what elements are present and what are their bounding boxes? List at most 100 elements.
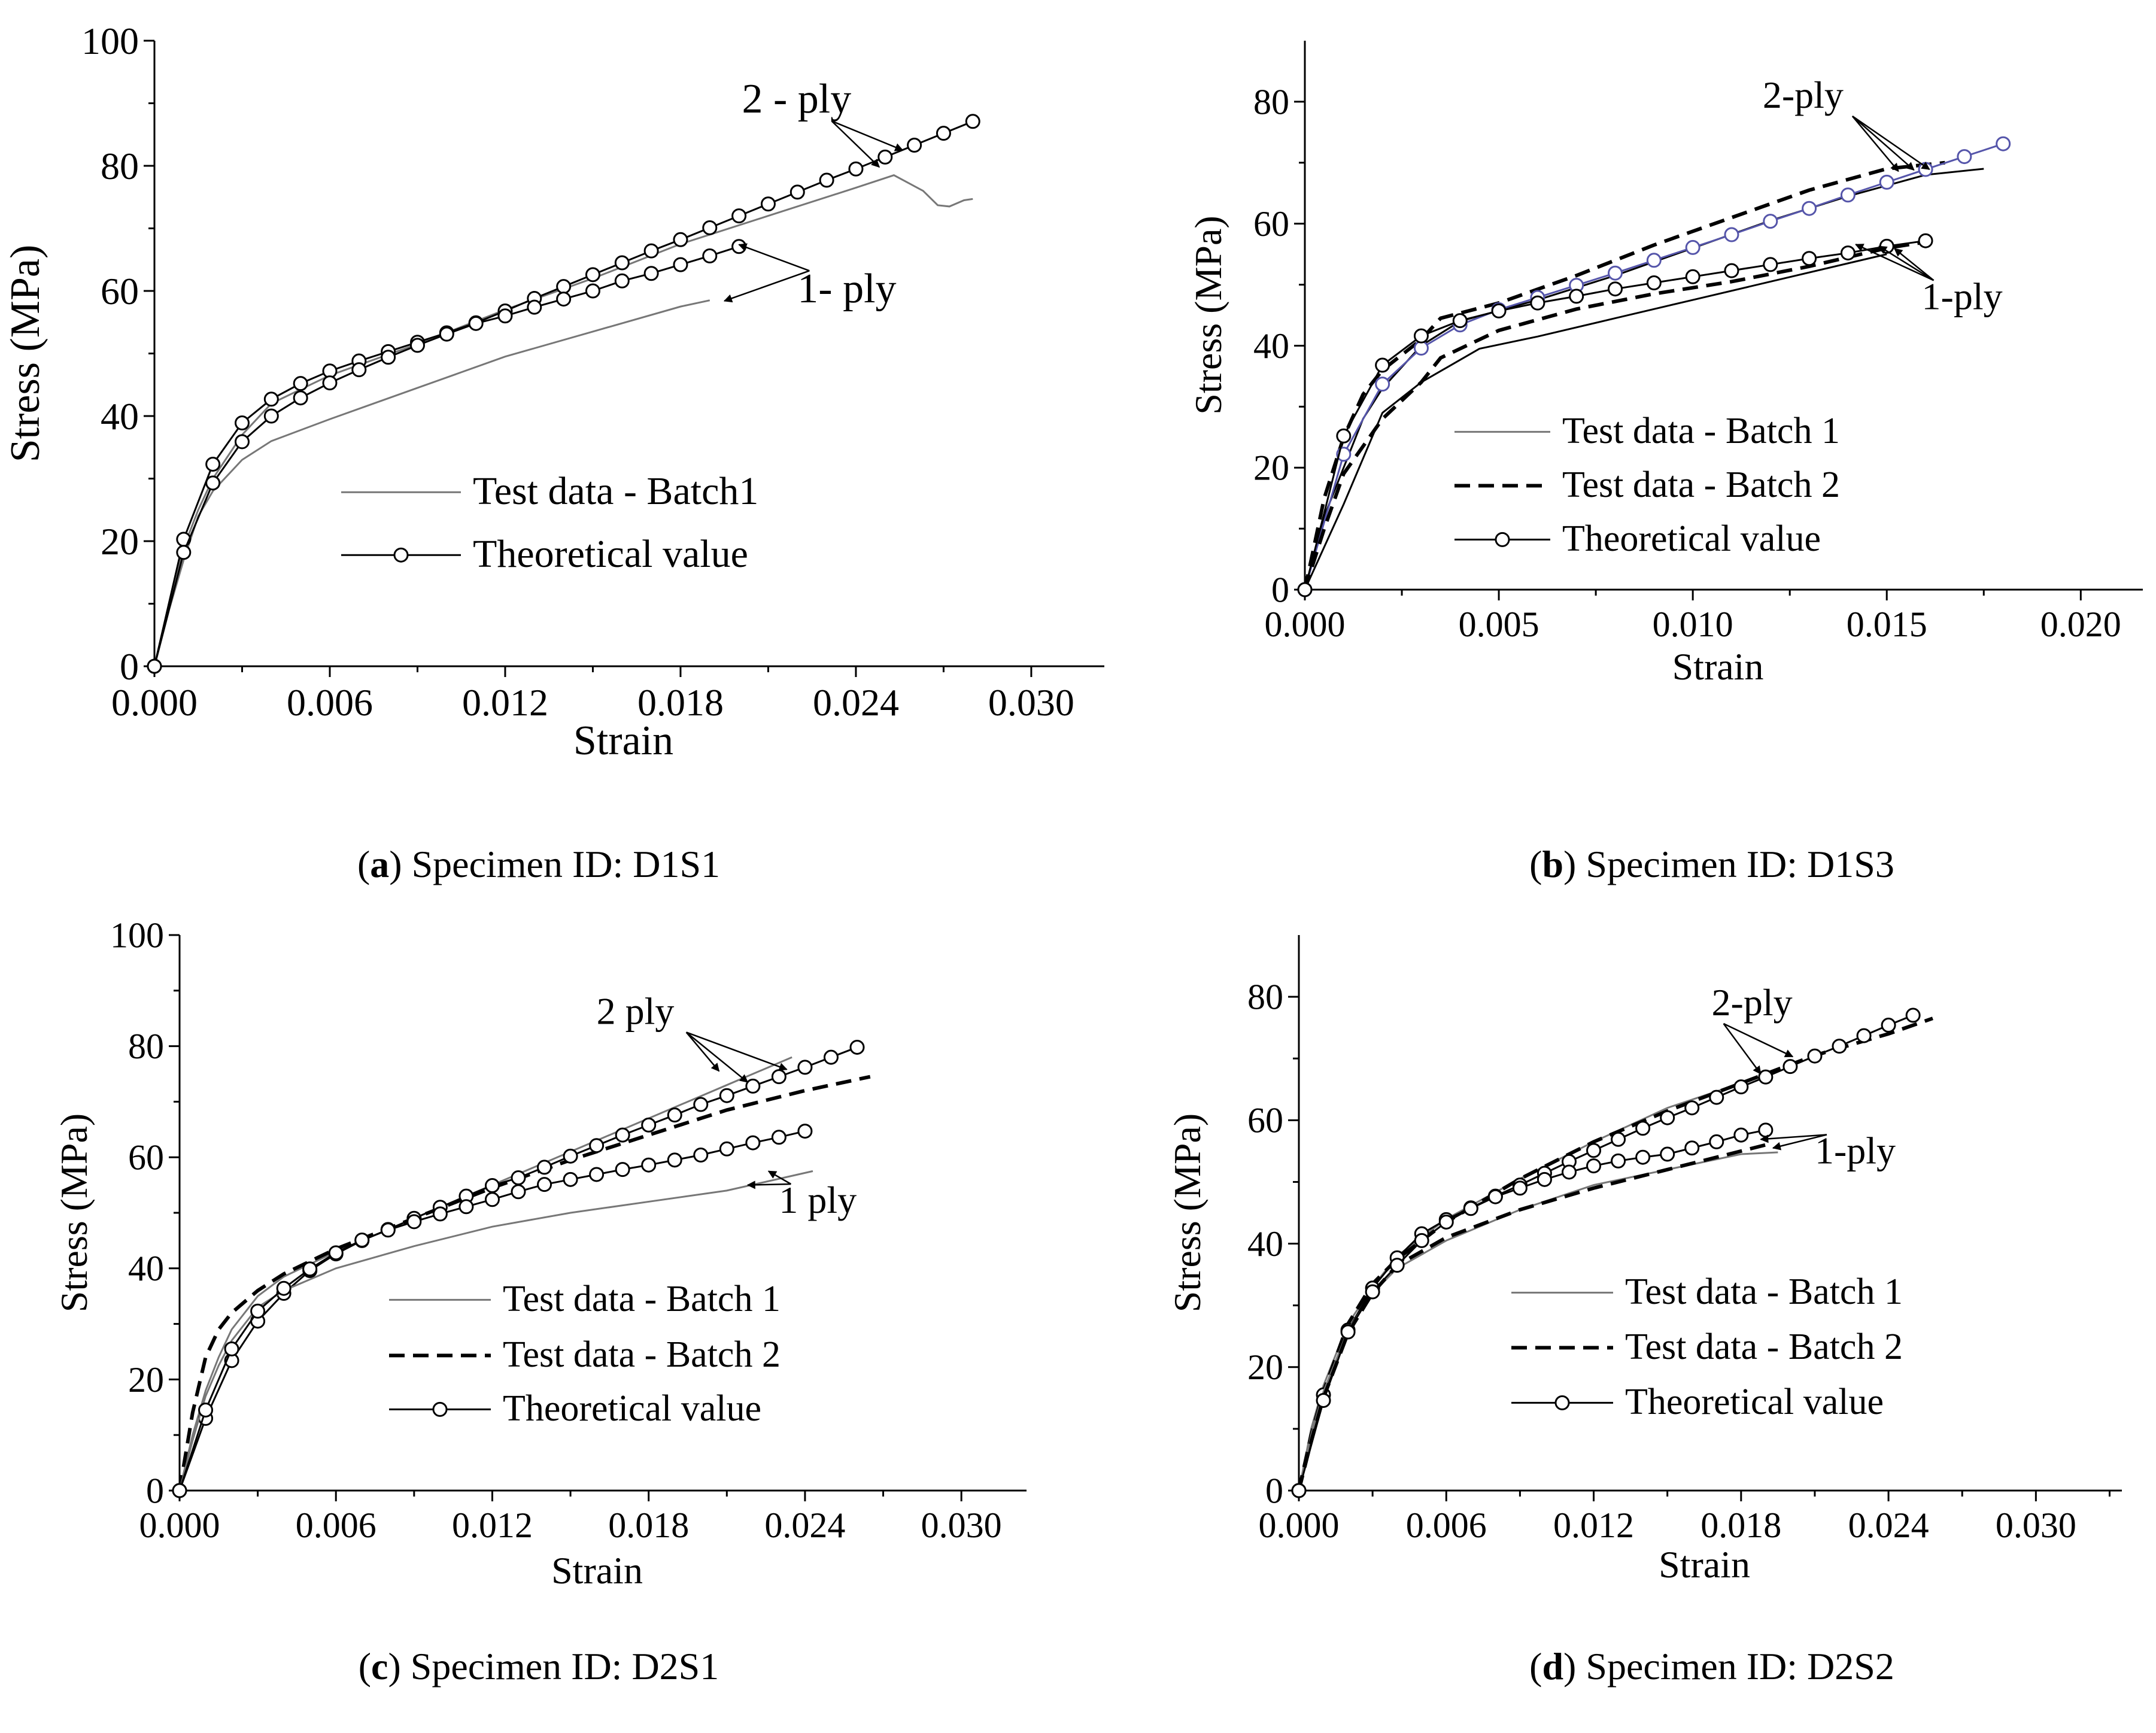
legend-marker (1495, 532, 1510, 547)
data-point (468, 315, 484, 331)
data-point (641, 1157, 657, 1173)
legend-label: Test data - Batch 1 (1562, 411, 1840, 451)
x-tick-label: 0.012 (452, 1506, 533, 1545)
data-point (797, 1124, 813, 1139)
y-tick-label: 0 (1265, 1471, 1283, 1510)
annotation-arrow (738, 243, 810, 272)
caption-open-paren: ( (1529, 1645, 1542, 1688)
annotation-arrow (767, 1170, 792, 1185)
caption-letter: d (1542, 1645, 1563, 1688)
data-point (702, 248, 718, 263)
data-point (1709, 1089, 1724, 1105)
series-line-4 (1297, 1143, 1766, 1491)
legend-marker (1554, 1395, 1570, 1410)
data-point (354, 1232, 370, 1248)
data-point (797, 1060, 813, 1075)
data-point (1375, 377, 1390, 392)
y-tick-label: 0 (120, 645, 139, 688)
data-point (563, 1148, 578, 1164)
data-point (673, 232, 688, 247)
data-point (1487, 1189, 1503, 1204)
y-axis-title: Stress (MPa) (1187, 216, 1229, 414)
annotation-arrow (1855, 244, 1935, 281)
panel-caption: (a) Specimen ID: D1S1 (357, 843, 720, 885)
data-point (1586, 1158, 1602, 1174)
data-point (819, 172, 834, 188)
caption-close-paren: ) (1563, 1645, 1576, 1688)
y-tick-label: 80 (1247, 978, 1283, 1017)
x-tick-label: 0.015 (1847, 605, 1927, 644)
legend-label: Test data - Batch 1 (1625, 1271, 1903, 1312)
data-point (537, 1160, 552, 1175)
data-point (1389, 1258, 1405, 1273)
data-point (702, 220, 718, 235)
panel-caption: (b) Specimen ID: D1S3 (1529, 843, 1894, 885)
data-point (1611, 1153, 1626, 1169)
data-point (1438, 1214, 1454, 1230)
annotation-label: 2 - ply (742, 76, 851, 122)
annotation-arrow (1723, 1022, 1794, 1058)
y-tick-label: 80 (128, 1027, 164, 1066)
data-point (205, 475, 221, 491)
y-tick-label: 20 (1253, 448, 1289, 488)
data-point (1905, 1007, 1921, 1023)
data-point (1561, 1164, 1577, 1180)
data-point (381, 350, 396, 365)
series-line-3 (178, 1170, 813, 1491)
data-point (1856, 1028, 1872, 1043)
annotation-arrow (685, 1031, 749, 1083)
annotation-arrow (723, 270, 810, 303)
y-tick-label: 0 (146, 1471, 164, 1510)
x-tick-label: 0.006 (296, 1506, 376, 1545)
series-line-3 (1304, 253, 1887, 590)
data-point (172, 1483, 187, 1498)
data-point (1684, 1140, 1700, 1156)
x-tick-label: 0.006 (1406, 1506, 1487, 1545)
data-point (1763, 214, 1778, 229)
data-point (1316, 1392, 1331, 1408)
data-point (1709, 1134, 1724, 1149)
data-point (263, 408, 279, 424)
data-point (537, 1177, 552, 1192)
legend-label: Theoretical value (473, 532, 748, 576)
y-tick-label: 60 (1247, 1101, 1283, 1140)
data-point (936, 126, 951, 141)
caption-close-paren: ) (1563, 843, 1576, 885)
data-point (380, 1222, 396, 1238)
panel-c: 0.000 0.006 0.012 0.018 0.024 0.030 0 20 40 60 80 1… (53, 915, 1027, 1688)
x-tick-label: 0.024 (813, 681, 899, 724)
caption-open-paren: ( (1529, 843, 1542, 885)
x-tick-label: 0.000 (111, 681, 198, 724)
x-tick-label: 0.000 (1265, 605, 1346, 644)
series-line-1 (1297, 1016, 1933, 1491)
x-tick-label: 0.012 (1553, 1506, 1634, 1545)
x-axis-title: Strain (573, 718, 673, 764)
data-point (1536, 1171, 1552, 1187)
data-point (328, 1245, 344, 1261)
x-tick-label: 0.000 (139, 1506, 220, 1545)
x-tick-label: 0.012 (462, 681, 548, 724)
series-line-1 (1303, 160, 1945, 590)
annotation-arrow (1894, 248, 1935, 281)
y-axis-title: Stress (MPa) (53, 1113, 95, 1312)
y-tick-label: 0 (1271, 570, 1289, 609)
data-point (745, 1078, 761, 1094)
annotation-arrow (1723, 1023, 1762, 1075)
x-tick-label: 0.000 (1259, 1506, 1340, 1545)
data-point (1807, 1048, 1823, 1064)
x-tick-label: 0.018 (637, 681, 724, 724)
data-point (907, 138, 922, 153)
data-point (250, 1303, 266, 1319)
annotation-label: 2 ply (597, 990, 675, 1032)
x-tick-label: 0.018 (1700, 1506, 1781, 1545)
data-point (585, 283, 600, 299)
data-point (641, 1117, 657, 1133)
annotation-arrow (1772, 1134, 1827, 1151)
annotation-arrow (1760, 1134, 1827, 1143)
x-tick-label: 0.010 (1653, 605, 1733, 644)
data-point (1297, 582, 1313, 597)
panel-d: 0.000 0.006 0.012 0.018 0.024 0.030 0 20 40 60 80 S… (1166, 935, 2122, 1688)
data-point (585, 267, 600, 283)
data-point (527, 299, 542, 315)
